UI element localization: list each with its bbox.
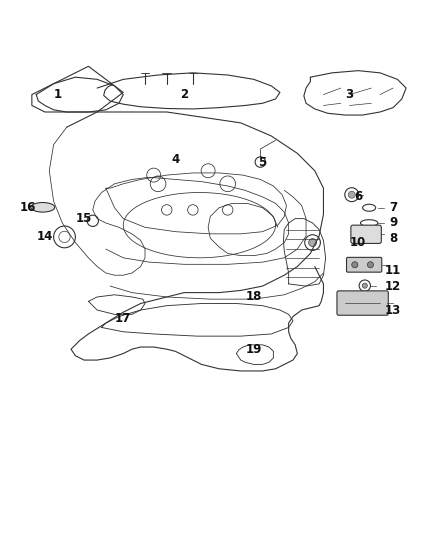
Text: 17: 17 <box>115 312 131 325</box>
Circle shape <box>362 283 367 288</box>
Text: 15: 15 <box>76 212 92 225</box>
Circle shape <box>352 262 358 268</box>
Text: 16: 16 <box>19 201 35 214</box>
Text: 7: 7 <box>389 201 397 214</box>
Text: 4: 4 <box>171 154 180 166</box>
Text: 12: 12 <box>385 280 401 293</box>
Text: 19: 19 <box>246 343 262 356</box>
Text: 10: 10 <box>350 236 367 249</box>
FancyBboxPatch shape <box>346 257 382 272</box>
Text: 8: 8 <box>389 232 397 245</box>
Ellipse shape <box>31 203 55 212</box>
FancyBboxPatch shape <box>337 291 389 315</box>
Circle shape <box>367 262 374 268</box>
Text: 3: 3 <box>346 88 353 101</box>
Text: 11: 11 <box>385 264 401 277</box>
Text: 1: 1 <box>54 88 62 101</box>
Text: 18: 18 <box>246 290 262 303</box>
Text: 5: 5 <box>258 156 267 168</box>
FancyBboxPatch shape <box>351 225 381 244</box>
Text: 13: 13 <box>385 303 401 317</box>
Text: 14: 14 <box>37 230 53 243</box>
Text: 6: 6 <box>354 190 362 204</box>
Text: 2: 2 <box>180 88 188 101</box>
Circle shape <box>348 191 355 198</box>
Circle shape <box>309 239 317 246</box>
Text: 9: 9 <box>389 216 397 230</box>
